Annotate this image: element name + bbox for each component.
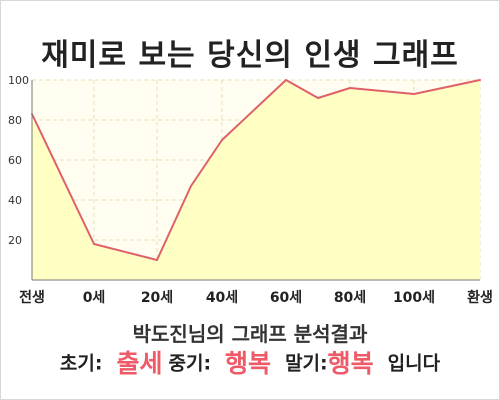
x-tick-label: 전생 [19,289,45,306]
early-label: 초기: [59,352,103,375]
ending-text: 입니다 [387,352,441,375]
x-tick-label: 환생 [467,289,493,306]
x-tick-label: 40세 [206,290,238,306]
x-tick-labels: 전생 0세 20세 40세 60세 80세 100세 환생 [19,289,493,306]
y-tick-label: 80 [8,114,22,127]
line-segment [349,87,415,95]
x-tick-label: 60세 [270,290,302,306]
line-segment [93,243,158,261]
chart-axes [31,80,480,281]
line-segment [31,113,95,245]
line-segment [190,139,223,187]
early-value: 출세 [116,349,163,378]
late-label: 말기: [285,352,328,375]
page-title: 재미로 보는 당신의 인생 그래프 [41,38,459,73]
x-tick-label: 20세 [141,290,173,306]
line-segment [317,87,351,99]
line-segment [156,185,192,261]
x-tick-label: 80세 [334,290,366,306]
y-tick-label: 60 [8,154,22,167]
x-tick-label: 0세 [83,290,106,306]
line-segment [221,79,287,141]
life-line-segments [31,79,481,261]
middle-label: 중기: [168,352,212,375]
line-segment [285,79,319,99]
y-tick-label: 100 [8,74,29,87]
y-tick-labels: 20 40 60 80 100 [8,74,29,247]
x-tick-label: 100세 [393,290,435,306]
analysis-summary: 초기: 출세 중기: 행복 말기:행복 입니다 [0,344,500,380]
line-segment [413,79,481,95]
life-area [32,80,480,280]
analysis-heading: 박도진님의 그래프 분석결과 [132,322,368,346]
y-tick-label: 40 [8,194,22,207]
late-value: 행복 [327,349,374,378]
middle-value: 행복 [225,349,272,378]
y-tick-label: 20 [8,234,22,247]
